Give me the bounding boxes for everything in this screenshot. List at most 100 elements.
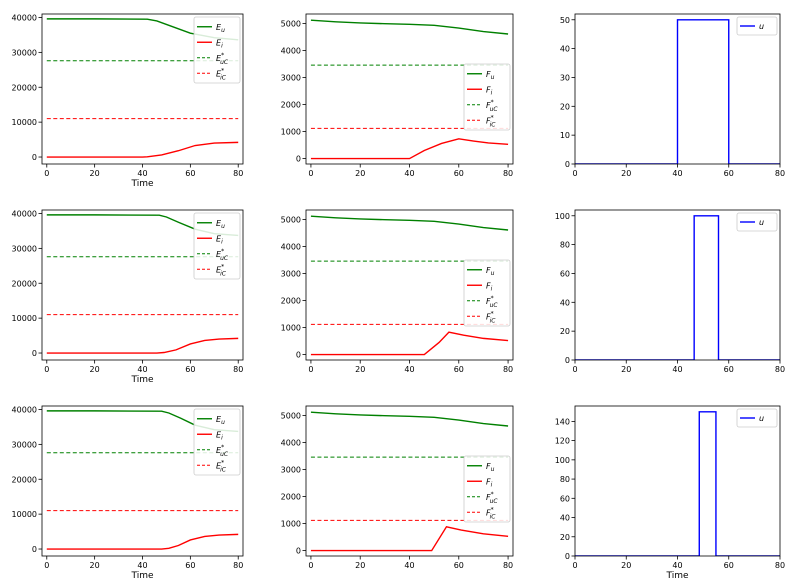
y-tick-label: 40000 [12, 405, 37, 414]
y-tick-label: 40 [560, 514, 570, 523]
legend-box [193, 212, 241, 280]
series-u [575, 215, 780, 360]
legend-label: E* iC [216, 263, 227, 277]
x-tick-label: 80 [775, 365, 785, 374]
legend-label: Fi [486, 281, 493, 292]
series-f-u [310, 19, 509, 35]
legend-label-base: E [216, 446, 222, 455]
legend-label-base: E [216, 265, 222, 274]
legend-label-base: F [486, 297, 491, 306]
series-u [575, 19, 780, 164]
x-tick-label: 0 [308, 561, 313, 570]
legend-label: u [759, 414, 764, 423]
legend-label-base: F [486, 462, 491, 471]
y-tick-label: 60 [560, 269, 570, 278]
legend-label-sup: * [491, 99, 494, 106]
legend-label-sub: i [491, 89, 493, 96]
legend-label-base: E [216, 234, 222, 243]
y-tick-label: 40000 [12, 209, 37, 218]
legend-label-sub: iC [220, 270, 227, 277]
legend-label: Ei [216, 38, 223, 49]
y-tick-label: 0 [296, 351, 301, 360]
y-tick-label: 20 [560, 533, 570, 542]
y-tick-label: 50 [560, 16, 570, 25]
y-tick-label: 2000 [281, 493, 301, 502]
legend-label-sub: uC [490, 302, 499, 309]
y-tick-label: 4000 [281, 438, 301, 447]
x-tick-label: 20 [621, 561, 631, 570]
legend-label: u [759, 218, 764, 227]
x-tick-label: 0 [308, 169, 313, 178]
x-tick-label: 0 [44, 561, 49, 570]
y-tick-label: 5000 [281, 215, 301, 224]
legend-label: F* iC [486, 506, 496, 520]
y-tick-label: 5000 [281, 19, 301, 28]
legend-label-base: E [216, 38, 222, 47]
y-tick-label: 30 [560, 73, 570, 82]
y-tick-label: 2000 [281, 297, 301, 306]
legend-label-sub: uC [220, 59, 229, 66]
legend-label-sub: i [491, 481, 493, 488]
legend-box [463, 63, 511, 131]
legend-label-sub: iC [490, 513, 497, 520]
legend-label: Eu [216, 23, 225, 34]
x-tick-label: 60 [724, 169, 734, 178]
y-tick-label: 0 [32, 349, 37, 358]
legend-label: Eu [216, 219, 225, 230]
legend-box [736, 212, 778, 232]
series-f-u [310, 411, 509, 427]
x-tick-label: 40 [137, 561, 147, 570]
y-tick-label: 5000 [281, 411, 301, 420]
legend-label-base: u [759, 414, 764, 423]
legend-label: F* uC [486, 99, 498, 113]
y-tick-label: 10000 [12, 314, 37, 323]
axes-frame [574, 209, 781, 361]
y-tick-label: 10000 [12, 118, 37, 127]
x-axis-label: Time [130, 375, 153, 385]
legend-label: F* uC [486, 295, 498, 309]
legend-label: E* uC [216, 52, 229, 66]
legend-box [193, 408, 241, 476]
y-tick-label: 100 [555, 456, 570, 465]
y-tick-label: 80 [560, 475, 570, 484]
x-tick-label: 40 [672, 365, 682, 374]
y-tick-label: 20000 [12, 475, 37, 484]
y-tick-label: 3000 [281, 74, 301, 83]
y-tick-label: 0 [32, 153, 37, 162]
y-tick-label: 30000 [12, 48, 37, 57]
legend-label-base: E [216, 69, 222, 78]
legend-label-sup: * [491, 506, 494, 513]
x-tick-label: 0 [308, 365, 313, 374]
series-f-i [310, 526, 509, 552]
x-tick-label: 40 [137, 365, 147, 374]
legend-label-sup: * [221, 459, 224, 466]
x-tick-label: 80 [503, 365, 513, 374]
legend-label-sub: u [221, 27, 225, 34]
legend-label: F* uC [486, 491, 498, 505]
subplot-r1c2: 0 20 40 60 80 0 20 40 60 80 100 u [555, 209, 785, 374]
y-tick-label: 4000 [281, 46, 301, 55]
x-tick-label: 80 [233, 169, 243, 178]
y-tick-label: 0 [296, 547, 301, 556]
legend-label: E* iC [216, 67, 227, 81]
legend-label-sub: iC [220, 74, 227, 81]
legend-label-sup: * [221, 263, 224, 270]
legend-label-sub: uC [490, 106, 499, 113]
legend-label-sub: i [221, 238, 223, 245]
legend-label: Fu [486, 462, 495, 473]
y-tick-label: 10 [560, 131, 570, 140]
y-tick-label: 1000 [281, 520, 301, 529]
legend-label-base: F [486, 493, 491, 502]
legend-label-sub: iC [220, 466, 227, 473]
subplot-r2c0: 0 20 40 60 80010000200003000040000TimeEuEiE*… [12, 405, 244, 581]
legend-label-base: F [486, 477, 491, 486]
series-f-i [310, 138, 509, 160]
x-axis-label: Time [130, 179, 153, 189]
legend-label-sub: i [491, 285, 493, 292]
legend-label-base: u [759, 218, 764, 227]
legend-box [463, 455, 511, 523]
